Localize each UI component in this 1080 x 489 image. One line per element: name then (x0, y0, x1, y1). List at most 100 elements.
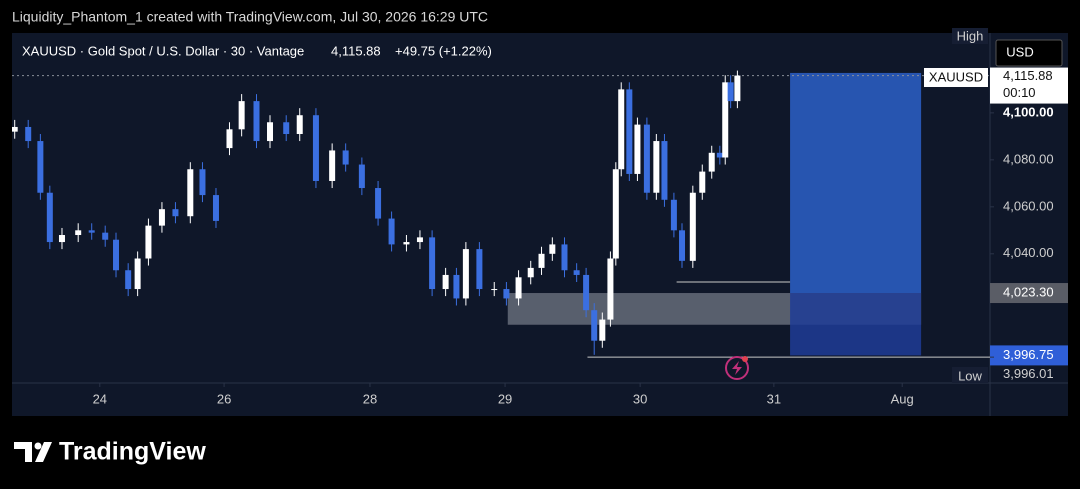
high-label: High (957, 28, 984, 43)
header-change: +49.75 (+1.22%) (395, 43, 492, 58)
low-label: Low (958, 368, 982, 383)
candle-body (591, 310, 598, 341)
candle-body (607, 258, 614, 320)
candle-body (113, 239, 120, 271)
candle-body (358, 164, 365, 189)
candle-body (75, 230, 82, 236)
candle-body (689, 192, 696, 261)
stop-area (790, 293, 922, 356)
symbol-tag (924, 68, 988, 87)
candle-body (158, 209, 165, 226)
candle-body (734, 75, 741, 102)
brand: TradingView (59, 438, 206, 466)
price-marker-label: 3,996.75 (1003, 347, 1054, 362)
x-tick-label: 28 (363, 391, 377, 406)
x-tick-label: 26 (217, 391, 231, 406)
candle-body (46, 192, 53, 243)
candle-body (670, 199, 677, 231)
candle-body (453, 274, 460, 299)
candle-body (515, 277, 522, 299)
candle-body (699, 171, 706, 193)
candle-body (583, 274, 590, 311)
price-marker-label: 3,996.01 (1003, 366, 1054, 381)
price-marker-label: 4,023.30 (1003, 284, 1054, 299)
candle-body (538, 253, 545, 268)
currency[interactable]: USD (1006, 44, 1033, 59)
candle-body (312, 115, 319, 181)
candle-body (527, 267, 534, 278)
candle-body (145, 225, 152, 259)
low-tag (952, 367, 988, 383)
candle-body (429, 237, 436, 290)
symbol-title: XAUUSD · Gold Spot / U.S. Dollar · 30 · … (22, 43, 304, 58)
candle-body (727, 82, 734, 102)
candle-body (329, 150, 336, 181)
x-tick-label: 31 (767, 391, 781, 406)
candle-body (238, 101, 245, 130)
y-tick-label: 4,060.00 (1003, 198, 1054, 213)
candle-body (187, 169, 194, 217)
candle-body (679, 230, 686, 261)
credit: Liquidity_Phantom_1 created with Trading… (12, 9, 488, 25)
candle-body (342, 150, 349, 165)
candle-body (212, 195, 219, 221)
candle-body (612, 169, 619, 259)
x-tick-label: 24 (93, 391, 107, 406)
high-tag (952, 28, 988, 44)
x-tick-label: 29 (498, 391, 512, 406)
candle-body (199, 169, 206, 196)
candle-body (58, 235, 65, 243)
y-tick-label: 4,080.00 (1003, 151, 1054, 166)
candle-body (599, 319, 606, 341)
candle-body (226, 129, 233, 149)
alert-icon[interactable] (725, 356, 749, 380)
price-marker-tag (990, 345, 1068, 366)
candle-body (37, 141, 44, 193)
y-tick-label: 4,040.00 (1003, 245, 1054, 260)
last-price-label: 4,115.88 (1003, 68, 1053, 83)
candle-body (296, 115, 303, 135)
candle-body (267, 122, 274, 142)
overlay: 4,100.00 4,080.00 4,060.00 4,040.00 24 26 28 29… (93, 67, 1068, 406)
candle-body (708, 152, 715, 172)
candle-body (643, 124, 650, 193)
candle-body (722, 82, 729, 158)
candle-body (618, 89, 625, 170)
candle-body (462, 249, 469, 299)
y-tick-label: 4,100.00 (1003, 104, 1054, 119)
candle-body (25, 126, 32, 142)
candle-body (125, 270, 132, 290)
candle-body (653, 141, 660, 193)
countdown: 00:10 (1003, 85, 1036, 100)
currency-button[interactable] (995, 39, 1063, 67)
target-area (790, 72, 922, 294)
candle-body (476, 249, 483, 290)
header-price: 4,115.88 (331, 43, 381, 58)
candle-body (88, 230, 95, 233)
candle-body (388, 218, 395, 245)
candle-body (491, 289, 498, 291)
candle-body (549, 244, 556, 254)
brand-logo (14, 442, 52, 462)
candle-body (503, 289, 510, 299)
last-price-tag (990, 67, 1068, 104)
candle-body (634, 124, 641, 174)
price-marker-tag (990, 283, 1068, 304)
candle-body (561, 244, 568, 271)
candle-body (283, 122, 290, 135)
candle-body (102, 232, 109, 240)
candle-body (12, 126, 18, 132)
candle-body (375, 188, 382, 219)
candle-body (573, 270, 580, 275)
candle-body (134, 258, 141, 290)
candle-body (661, 141, 668, 200)
x-tick-label: Aug (891, 391, 914, 406)
candle-body (716, 152, 723, 158)
plot (12, 70, 990, 358)
candle-body (253, 101, 260, 142)
candle-body (403, 242, 410, 245)
x-tick-label: 30 (633, 391, 647, 406)
candle-body (416, 237, 423, 243)
